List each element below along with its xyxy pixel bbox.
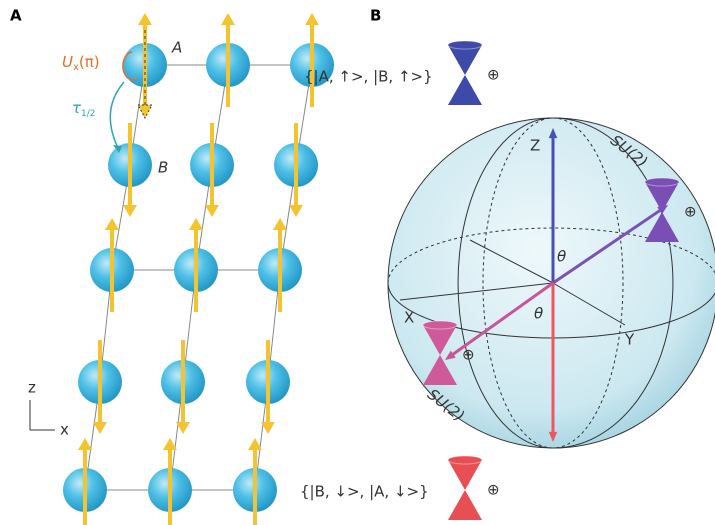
arrow-head (113, 145, 122, 153)
dirac-cone (644, 177, 680, 242)
cone-upper (448, 45, 482, 75)
cone-lower (448, 490, 482, 520)
angle-label: θ (534, 305, 543, 323)
translation-symbol: τ (72, 99, 82, 117)
state-vector (451, 281, 554, 357)
arrow-head (305, 13, 319, 25)
axis-label: X (404, 309, 414, 327)
x-axis (399, 282, 554, 301)
translation-label: τ1/2 (72, 99, 96, 119)
arrow-head (176, 422, 190, 434)
arrow-head (138, 13, 152, 25)
flipped-head (137, 104, 153, 120)
arrow-head (273, 218, 287, 230)
operator-argument: (π) (79, 53, 100, 71)
rotation-arrow (122, 51, 139, 81)
cone-mark: ⊕ (487, 66, 500, 84)
arrow-head (123, 205, 137, 217)
panel-label: B (370, 7, 381, 25)
axis-label: Z (530, 137, 540, 155)
translation-arrow (109, 81, 125, 149)
meridian (552, 117, 674, 449)
translation-subscript: 1/2 (81, 109, 95, 119)
arrow-head (93, 422, 107, 434)
axis-back (469, 239, 554, 284)
arrow-head (248, 438, 262, 450)
arrow-head (189, 218, 203, 230)
bloch-sphere (387, 117, 715, 449)
axis-label: z (28, 379, 36, 397)
cone-mark: ⊕ (487, 481, 500, 499)
cone-rim (447, 40, 483, 50)
arrow-head (445, 350, 456, 360)
panel-label: A (10, 7, 22, 25)
arrow-head (289, 205, 303, 217)
axis-label: x (60, 421, 69, 439)
arrow-head (163, 438, 177, 450)
cone-mark: ⊕ (462, 346, 475, 364)
operator-subscript: x (73, 62, 79, 73)
cone-upper (645, 182, 679, 212)
cone-rim (447, 455, 483, 465)
site-label: A (171, 39, 182, 57)
cone-mark: ⊕ (684, 203, 697, 221)
operator-label: Ux(π) (62, 53, 100, 74)
arrow-head (548, 128, 558, 139)
arrow-head (105, 218, 119, 230)
cone-lower (645, 212, 679, 242)
site-label: B (158, 159, 168, 177)
cone-rim (422, 320, 458, 330)
equator-back (387, 227, 715, 284)
axis-label: Y (624, 331, 635, 349)
arrow-head (78, 438, 92, 450)
cone-upper (423, 325, 457, 355)
arrow-head (205, 205, 219, 217)
angle-label: θ (557, 248, 566, 266)
cone-lower (448, 75, 482, 105)
dirac-cone (422, 320, 458, 385)
state-vector (552, 208, 662, 285)
cone-upper (448, 460, 482, 490)
state-label: {|A, ↑>, |B, ↑>} (304, 68, 433, 86)
cone-rim (644, 177, 680, 187)
arrow-head (548, 431, 558, 442)
lattice (29, 13, 334, 525)
dirac-cone (447, 455, 483, 520)
y-axis (552, 282, 626, 326)
meridian (457, 117, 554, 449)
arrow-head (261, 422, 275, 434)
cone-lower (423, 355, 457, 385)
arrow-head (221, 13, 235, 25)
state-label: {|B, ↓>, |A, ↓>} (300, 483, 429, 501)
operator-symbol: U (62, 53, 73, 71)
dirac-cone (447, 40, 483, 105)
